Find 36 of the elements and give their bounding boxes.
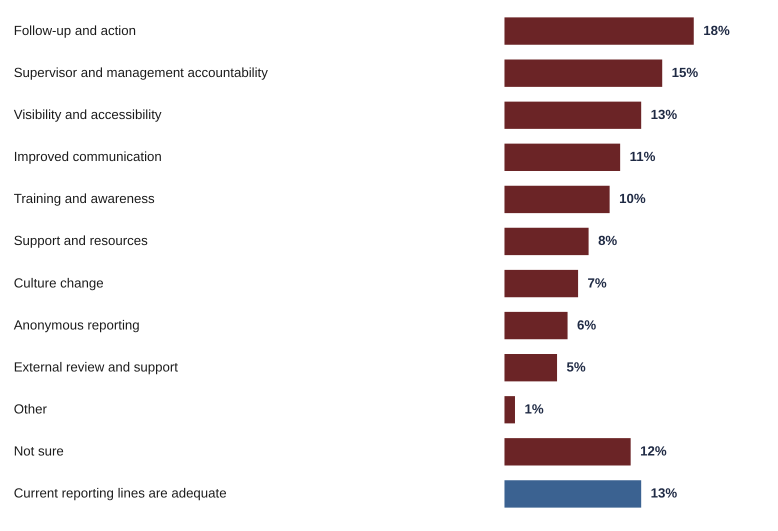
y-tick-label: Culture change: [14, 275, 104, 290]
data-label: 13%: [650, 486, 678, 501]
data-label: 5%: [566, 359, 586, 374]
bar: [504, 144, 620, 171]
bar: [504, 270, 578, 298]
y-tick-label: Follow-up and action: [14, 22, 136, 38]
y-tick-label: Current reporting lines are adequate: [14, 486, 227, 501]
bar: [504, 438, 631, 466]
y-tick-label: Improved communication: [14, 149, 162, 164]
data-label: 10%: [619, 191, 646, 206]
bar: [504, 396, 515, 424]
data-label: 12%: [640, 444, 667, 459]
y-tick-label: Supervisor and management accountability: [14, 64, 268, 80]
bar: [504, 228, 589, 256]
data-label: 7%: [588, 275, 607, 290]
data-label: 11%: [630, 149, 656, 164]
data-label: 18%: [703, 22, 730, 38]
bar: [504, 354, 558, 382]
bar: [504, 312, 568, 340]
y-tick-label: External review and support: [14, 359, 178, 374]
data-label: 6%: [577, 317, 596, 332]
bar: [504, 186, 610, 214]
y-tick-label: Anonymous reporting: [14, 317, 140, 332]
bar: [504, 59, 662, 87]
data-label: 13%: [650, 107, 678, 122]
data-label: 1%: [524, 402, 544, 417]
y-tick-label: Support and resources: [14, 233, 148, 248]
bar: [504, 480, 642, 508]
bar: [504, 17, 694, 45]
data-label: 8%: [598, 233, 618, 248]
bar: [504, 102, 642, 129]
data-label: 15%: [672, 64, 698, 80]
y-tick-label: Visibility and accessibility: [14, 107, 162, 122]
y-tick-label: Training and awareness: [14, 191, 156, 206]
y-tick-label: Other: [14, 402, 48, 417]
y-tick-label: Not sure: [14, 444, 64, 459]
